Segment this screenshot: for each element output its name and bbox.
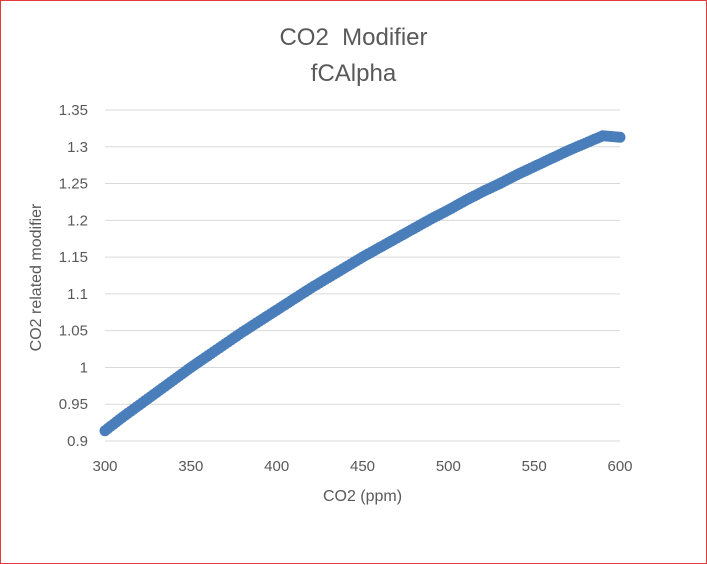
y-tick-label: 1.3	[67, 139, 88, 156]
x-tick-label: 500	[436, 458, 461, 475]
y-tick-label: 1.35	[59, 102, 88, 119]
y-tick-label: 1.25	[59, 176, 88, 193]
x-tick-label: 550	[522, 458, 547, 475]
y-tick-label: 1	[80, 359, 88, 376]
y-tick-label: 1.1	[67, 286, 88, 303]
y-tick-label: 1.15	[59, 249, 88, 266]
data-series	[99, 130, 626, 437]
y-tick-label: 1.05	[59, 323, 88, 340]
x-tick-label: 350	[178, 458, 203, 475]
chart-subtitle: fCAlpha	[310, 60, 397, 87]
x-tick-label: 600	[607, 458, 632, 475]
y-tick-label: 0.95	[59, 396, 88, 413]
x-axis-title: CO2 (ppm)	[323, 488, 402, 505]
chart-title: CO2 Modifier	[279, 24, 428, 51]
data-point	[614, 131, 626, 143]
x-tick-label: 450	[350, 458, 375, 475]
x-tick-label: 400	[264, 458, 289, 475]
y-tick-label: 1.2	[67, 212, 88, 229]
y-tick-label: 0.9	[67, 433, 88, 450]
y-tick-labels: 0.9 0.95 1 1.05 1.1 1.15 1.2 1.25 1.3 1.35	[59, 102, 88, 450]
x-tick-labels: 300 350 400 450 500 550 600	[92, 458, 632, 475]
x-tick-label: 300	[92, 458, 117, 475]
y-axis-title: CO2 related modifier	[28, 203, 45, 351]
